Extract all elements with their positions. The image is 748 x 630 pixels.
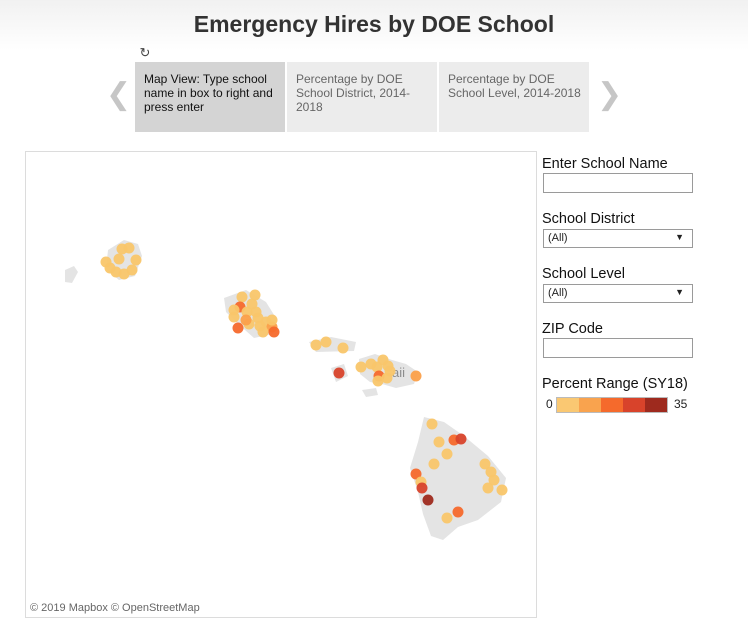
chevron-left-icon[interactable]: ❮ [106,77,132,112]
school-district-select[interactable]: (All) ▼ [543,229,693,248]
story-navigator: Map View: Type school name in box to rig… [135,62,591,132]
caret-down-icon: ▼ [675,287,684,297]
school-marker[interactable] [482,482,494,494]
reset-icon[interactable]: ↻ [139,45,151,60]
school-marker[interactable] [130,254,142,266]
school-marker[interactable] [100,256,112,268]
school-marker[interactable] [410,370,422,382]
school-marker[interactable] [254,320,266,332]
caret-down-icon: ▼ [675,232,684,242]
school-marker[interactable] [433,436,445,448]
school-level-label: School Level [542,266,626,282]
legend-swatch [601,398,623,412]
school-marker[interactable] [416,482,428,494]
school-name-input[interactable] [543,173,693,193]
school-marker[interactable] [337,342,349,354]
island-hawaii [410,417,506,540]
school-marker[interactable] [422,494,434,506]
school-district-label: School District [542,211,635,227]
tab-map-view[interactable]: Map View: Type school name in box to rig… [135,62,285,132]
school-marker[interactable] [320,336,332,348]
header-background [0,0,748,50]
legend-max: 35 [674,397,688,411]
legend-swatch [645,398,667,412]
school-marker[interactable] [123,242,135,254]
page-title: Emergency Hires by DOE School [193,11,555,37]
school-marker[interactable] [232,322,244,334]
tab-percentage-by-district[interactable]: Percentage by DOE School District, 2014-… [287,62,437,132]
map-canvas[interactable]: aii [26,152,537,618]
legend-swatch [579,398,601,412]
school-marker[interactable] [241,306,253,318]
school-level-select[interactable]: (All) ▼ [543,284,693,303]
school-marker[interactable] [441,512,453,524]
school-level-value: (All) [548,287,568,299]
school-marker[interactable] [310,339,322,351]
map-view[interactable]: aii © 2019 Mapbox © OpenStreetMap [25,151,537,618]
legend-swatch [623,398,645,412]
island-kahoolawe [362,388,378,397]
school-marker[interactable] [452,506,464,518]
school-marker[interactable] [381,372,393,384]
school-marker[interactable] [236,291,248,303]
school-marker[interactable] [371,361,383,373]
school-marker[interactable] [228,304,240,316]
tab-label: Map View: Type school name in box to rig… [144,72,273,114]
tab-label: Percentage by DOE School Level, 2014-201… [448,72,581,100]
school-marker[interactable] [496,484,508,496]
school-marker[interactable] [488,474,500,486]
school-marker[interactable] [441,448,453,460]
school-marker[interactable] [240,314,252,326]
legend-swatch [557,398,579,412]
school-marker[interactable] [113,253,125,265]
school-marker[interactable] [268,326,280,338]
school-marker[interactable] [372,375,384,387]
chevron-right-icon[interactable]: ❯ [597,77,623,112]
island-niihau [65,266,78,283]
tab-percentage-by-level[interactable]: Percentage by DOE School Level, 2014-201… [439,62,589,132]
school-marker[interactable] [249,289,261,301]
tab-label: Percentage by DOE School District, 2014-… [296,72,411,114]
school-marker[interactable] [428,458,440,470]
school-marker[interactable] [250,306,262,318]
legend-title: Percent Range (SY18) [542,376,688,392]
school-marker[interactable] [479,458,491,470]
school-marker[interactable] [333,367,345,379]
map-attribution[interactable]: © 2019 Mapbox © OpenStreetMap [30,602,200,614]
school-name-label: Enter School Name [542,156,668,172]
school-marker[interactable] [426,418,438,430]
school-district-value: (All) [548,232,568,244]
legend-min: 0 [546,397,553,411]
map-place-label: aii [392,365,405,380]
school-marker[interactable] [266,314,278,326]
zip-code-label: ZIP Code [542,321,603,337]
school-marker[interactable] [410,468,422,480]
school-marker[interactable] [355,361,367,373]
legend-color-scale [556,397,668,413]
zip-code-input[interactable] [543,338,693,358]
school-marker[interactable] [455,433,467,445]
